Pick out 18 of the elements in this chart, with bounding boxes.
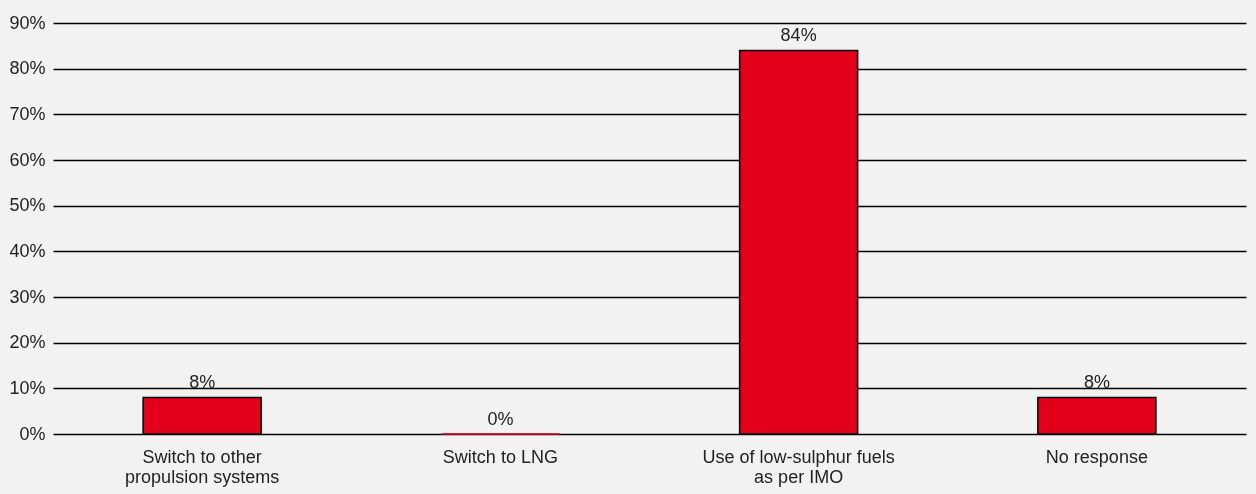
data-label: 0% [487,409,514,429]
y-tick-label: 10% [9,377,46,398]
y-tick-label: 80% [9,58,46,79]
y-tick-label: 90% [9,12,46,33]
y-tick-label: 40% [9,240,46,261]
y-tick-label: 20% [9,332,46,353]
y-tick-label: 60% [9,149,46,170]
y-tick-label: 30% [9,286,46,307]
data-label: 8% [1083,372,1110,393]
y-tick-label: 70% [9,103,46,124]
data-label: 84% [780,25,817,46]
y-tick-label: 0% [19,423,46,444]
x-tick-label: Switch to other propulsion systems [125,446,280,487]
y-tick-label: 50% [9,195,46,216]
x-tick-label: No response [1045,446,1148,467]
x-tick-label: Use of low-sulphur fuels as per IMO [702,446,895,487]
data-label: 8% [189,372,216,393]
x-tick-label: Switch to LNG [442,446,558,467]
